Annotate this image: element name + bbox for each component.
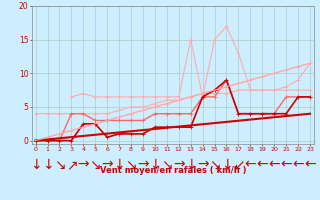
X-axis label: Vent moyen/en rafales ( km/h ): Vent moyen/en rafales ( km/h ) (100, 166, 246, 175)
